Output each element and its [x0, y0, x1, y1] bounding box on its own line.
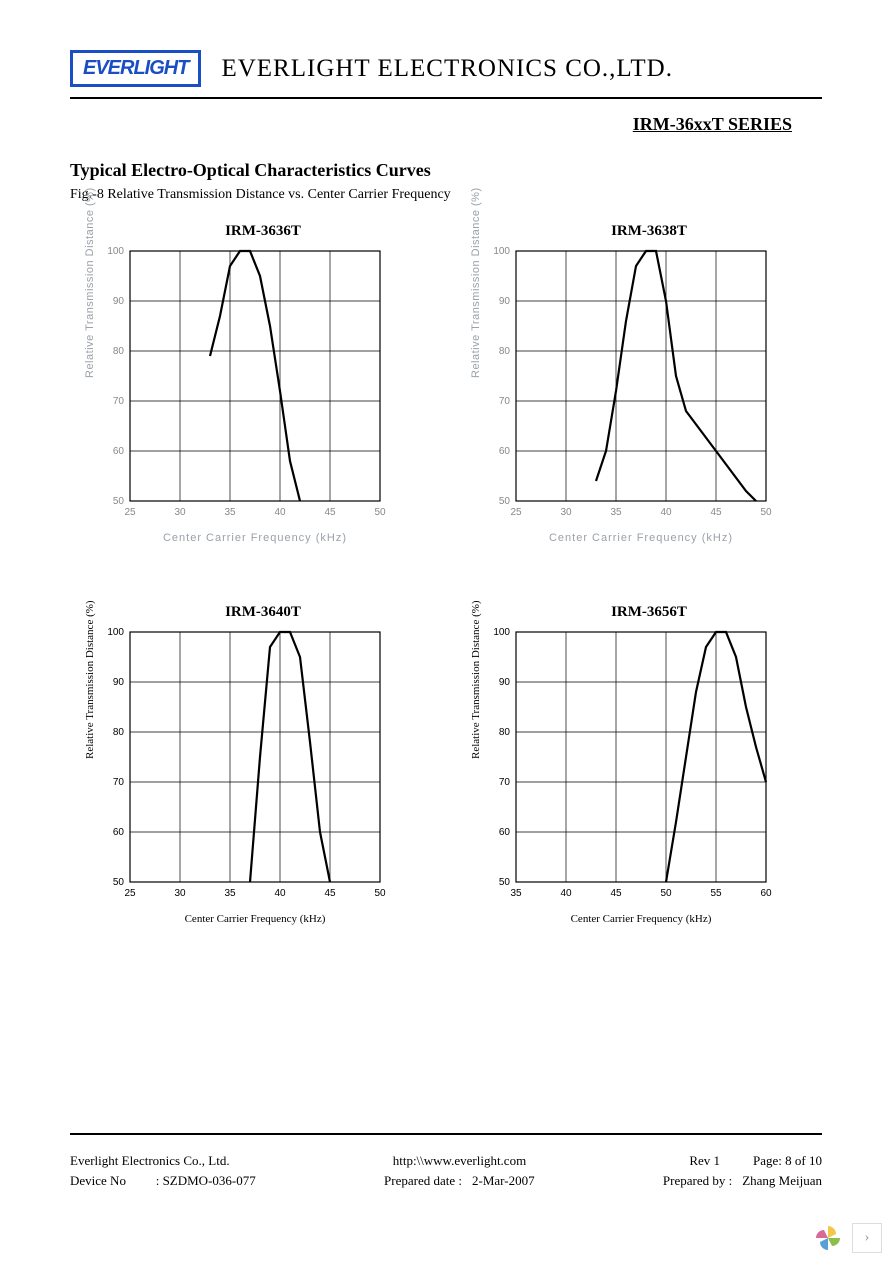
prepdate: 2-Mar-2007 [472, 1173, 535, 1189]
svg-text:80: 80 [499, 727, 511, 738]
svg-text:50: 50 [660, 888, 672, 899]
header: EVERLIGHT EVERLIGHT ELECTRONICS CO.,LTD. [70, 50, 822, 87]
svg-text:50: 50 [374, 888, 386, 899]
svg-text:50: 50 [499, 496, 511, 507]
svg-text:30: 30 [560, 507, 572, 518]
svg-text:40: 40 [660, 507, 672, 518]
svg-text:90: 90 [113, 677, 125, 688]
chart-cell: IRM-3638T Relative Transmission Distance… [476, 223, 822, 544]
svg-text:35: 35 [510, 888, 522, 899]
svg-text:50: 50 [113, 877, 125, 888]
svg-text:25: 25 [124, 507, 136, 518]
prepby-label: Prepared by : [663, 1173, 732, 1189]
device-no: : SZDMO-036-077 [156, 1173, 256, 1189]
svg-text:40: 40 [274, 507, 286, 518]
svg-text:40: 40 [274, 888, 286, 899]
chart-3: 35 40 45 50 55 60 50 60 70 80 90 100 [476, 627, 776, 907]
chart-1: 25 30 35 40 45 50 50 60 70 80 90 100 [476, 246, 776, 526]
footer-divider [70, 1133, 822, 1135]
prepdate-label: Prepared date : [384, 1173, 462, 1189]
svg-text:60: 60 [499, 446, 511, 457]
svg-text:60: 60 [113, 827, 125, 838]
y-axis-label: Relative Transmission Distance (%) [84, 187, 96, 378]
svg-text:35: 35 [224, 888, 236, 899]
footer-rev: Rev 1 [689, 1153, 720, 1169]
svg-text:90: 90 [499, 677, 511, 688]
svg-text:30: 30 [174, 507, 186, 518]
svg-text:40: 40 [560, 888, 572, 899]
chart-title: IRM-3638T [476, 223, 822, 240]
x-axis-label: Center Carrier Frequency (kHz) [130, 532, 380, 544]
chart-title: IRM-3636T [90, 223, 436, 240]
svg-text:100: 100 [493, 627, 510, 638]
svg-text:80: 80 [499, 346, 511, 357]
chart-cell: IRM-3656T Relative Transmission Distance… [476, 604, 822, 925]
y-axis-label: Relative Transmission Distance (%) [470, 187, 482, 378]
chart-grid: IRM-3636T Relative Transmission Distance… [70, 223, 822, 925]
chart-cell: IRM-3636T Relative Transmission Distance… [90, 223, 436, 544]
svg-text:55: 55 [710, 888, 722, 899]
svg-text:80: 80 [113, 727, 125, 738]
svg-text:100: 100 [107, 627, 124, 638]
svg-text:60: 60 [113, 446, 125, 457]
chart-title: IRM-3640T [90, 604, 436, 621]
y-axis-label: Relative Transmission Distance (%) [84, 600, 96, 759]
logo: EVERLIGHT [70, 50, 201, 87]
svg-text:50: 50 [760, 507, 772, 518]
svg-text:70: 70 [113, 777, 125, 788]
series-title: IRM-36xxT SERIES [70, 114, 822, 135]
svg-text:25: 25 [510, 507, 522, 518]
svg-text:70: 70 [499, 777, 511, 788]
chart-cell: IRM-3640T Relative Transmission Distance… [90, 604, 436, 925]
x-axis-label: Center Carrier Frequency (kHz) [516, 913, 766, 925]
y-axis-label: Relative Transmission Distance (%) [470, 600, 482, 759]
figure-caption: Fig.-8 Relative Transmission Distance vs… [70, 187, 822, 203]
svg-text:80: 80 [113, 346, 125, 357]
chart-title: IRM-3656T [476, 604, 822, 621]
flower-icon [814, 1224, 842, 1252]
svg-text:35: 35 [610, 507, 622, 518]
svg-text:90: 90 [499, 296, 511, 307]
footer-company: Everlight Electronics Co., Ltd. [70, 1153, 230, 1169]
section-title: Typical Electro-Optical Characteristics … [70, 160, 822, 181]
x-axis-label: Center Carrier Frequency (kHz) [516, 532, 766, 544]
device-label: Device No [70, 1173, 126, 1189]
next-page-button[interactable]: › [852, 1223, 882, 1253]
chart-2: 25 30 35 40 45 50 50 60 70 80 90 100 [90, 627, 390, 907]
svg-text:50: 50 [113, 496, 125, 507]
footer-url: http:\\www.everlight.com [393, 1153, 526, 1169]
svg-text:45: 45 [324, 888, 336, 899]
svg-text:60: 60 [499, 827, 511, 838]
chart-0: 25 30 35 40 45 50 50 60 70 80 90 100 [90, 246, 390, 526]
svg-text:70: 70 [499, 396, 511, 407]
svg-text:60: 60 [760, 888, 772, 899]
x-axis-label: Center Carrier Frequency (kHz) [130, 913, 380, 925]
svg-text:35: 35 [224, 507, 236, 518]
company-name: EVERLIGHT ELECTRONICS CO.,LTD. [221, 55, 673, 83]
svg-text:50: 50 [499, 877, 511, 888]
svg-text:25: 25 [124, 888, 136, 899]
header-divider [70, 97, 822, 99]
footer: Everlight Electronics Co., Ltd. http:\\w… [70, 1123, 822, 1193]
svg-text:30: 30 [174, 888, 186, 899]
svg-text:45: 45 [710, 507, 722, 518]
prepby: Zhang Meijuan [742, 1173, 822, 1189]
svg-text:50: 50 [374, 507, 386, 518]
svg-text:45: 45 [324, 507, 336, 518]
footer-page: Page: 8 of 10 [753, 1153, 822, 1169]
svg-text:100: 100 [107, 246, 124, 257]
svg-text:90: 90 [113, 296, 125, 307]
pager: › [814, 1223, 882, 1253]
svg-text:45: 45 [610, 888, 622, 899]
svg-text:100: 100 [493, 246, 510, 257]
svg-text:70: 70 [113, 396, 125, 407]
